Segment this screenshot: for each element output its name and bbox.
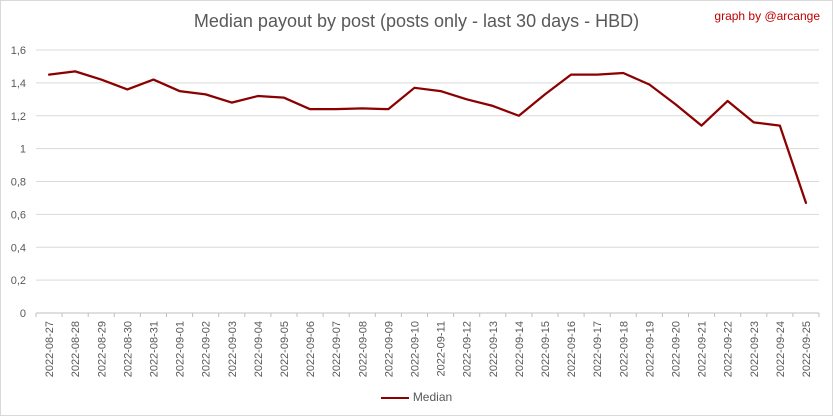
y-tick-label: 0,6 (11, 209, 26, 221)
x-tick-label: 2022-09-19 (644, 321, 656, 377)
y-tick-label: 1,4 (11, 78, 26, 90)
x-tick-label: 2022-09-11 (436, 321, 448, 376)
x-tick-label: 2022-09-01 (175, 321, 187, 377)
x-tick-label: 2022-09-10 (409, 321, 421, 377)
legend-label: Median (412, 390, 453, 404)
x-tick-label: 2022-09-23 (749, 321, 761, 377)
series-layer (47, 70, 808, 204)
y-tick-label: 0,4 (11, 242, 26, 254)
x-tick-label: 2022-09-22 (723, 321, 735, 377)
x-tick-label: 2022-09-24 (775, 321, 787, 377)
legend-swatch (380, 396, 409, 399)
x-tick-label: 2022-09-15 (540, 321, 552, 377)
x-tick-label: 2022-09-18 (618, 321, 630, 377)
x-tick-label: 2022-09-14 (514, 321, 526, 377)
y-tick-label: 0 (20, 308, 26, 320)
x-tick-label: 2022-09-13 (488, 321, 500, 377)
x-tick-label: 2022-09-21 (697, 321, 709, 377)
y-tick-label: 0,8 (11, 177, 26, 189)
x-tick-label: 2022-09-12 (462, 321, 474, 377)
x-tick-label: 2022-09-04 (253, 321, 265, 377)
x-tick-label: 2022-09-03 (227, 321, 239, 377)
x-tick-label: 2022-09-17 (592, 321, 604, 377)
x-tick-label: 2022-09-25 (801, 321, 813, 377)
x-tick-label: 2022-08-29 (96, 321, 108, 377)
x-tick-label: 2022-09-02 (201, 321, 213, 377)
x-tick-label: 2022-09-16 (566, 321, 578, 377)
x-axis: 2022-08-27 2022-08-28 2022-08-29 2022-08-30… (35, 313, 820, 377)
x-tick-label: 2022-09-09 (383, 321, 395, 377)
graph-credit: graph by @arcange (714, 9, 820, 23)
series-line-median (47, 70, 808, 204)
x-tick-label: 2022-09-20 (670, 321, 682, 377)
y-axis: 0 0,2 0,4 0,6 0,8 1 1,2 1,4 1,6 (11, 45, 26, 320)
x-tick-label: 2022-08-27 (44, 321, 56, 377)
x-tick-label: 2022-08-31 (148, 321, 160, 377)
x-tick-label: 2022-09-08 (357, 321, 369, 377)
y-tick-label: 1,2 (11, 111, 26, 123)
x-tick-label: 2022-08-28 (70, 321, 82, 377)
legend: Median (1, 390, 832, 404)
y-tick-label: 0,2 (11, 275, 26, 287)
x-tick-label: 2022-09-06 (305, 321, 317, 377)
y-tick-label: 1,6 (11, 45, 26, 57)
x-tick-label: 2022-08-30 (122, 321, 134, 377)
chart-title: Median payout by post (posts only - last… (193, 11, 640, 31)
x-tick-label: 2022-09-05 (279, 321, 291, 377)
x-tick-label: 2022-09-07 (331, 321, 343, 377)
y-tick-label: 1 (20, 144, 26, 156)
